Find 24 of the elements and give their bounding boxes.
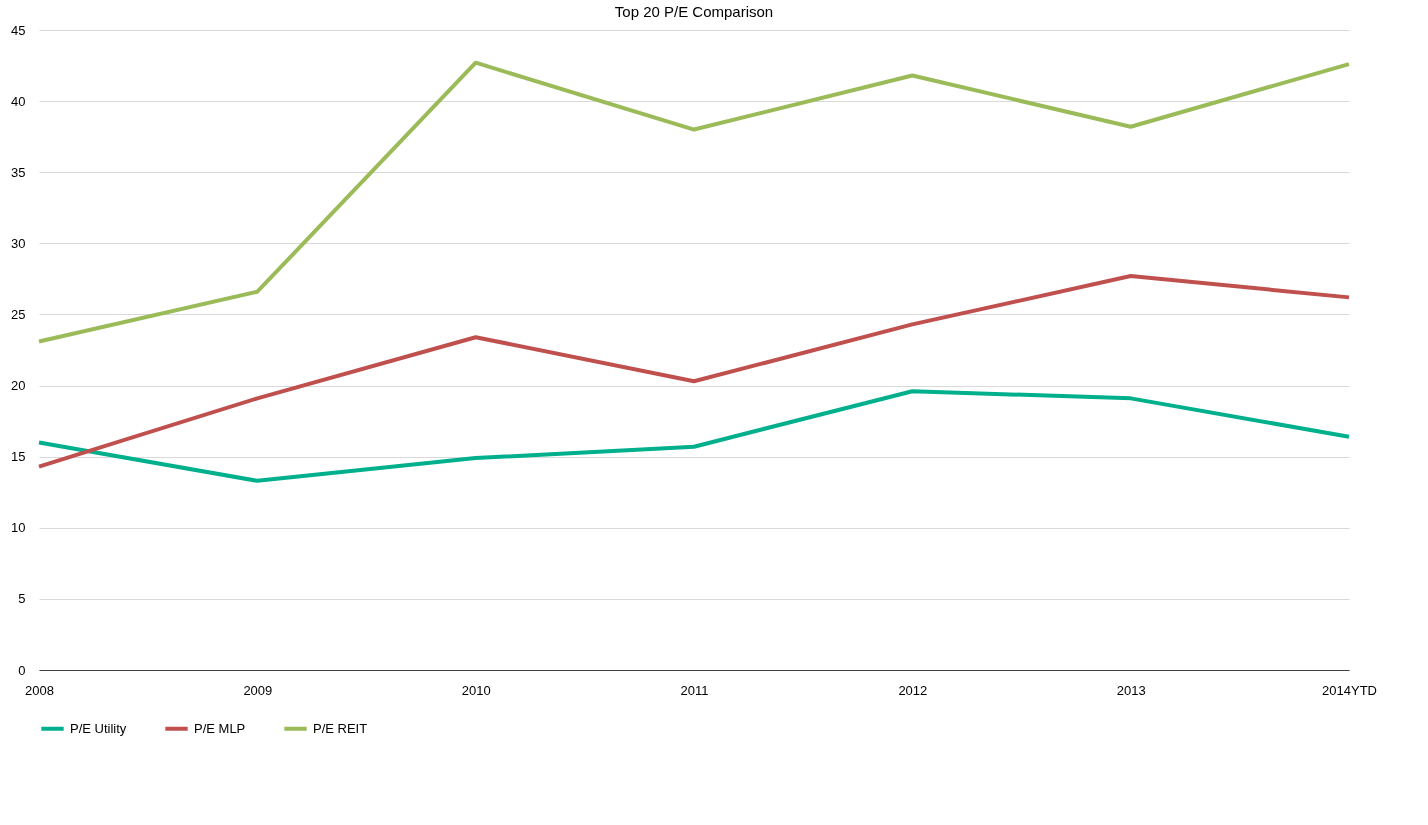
y-tick-label: 10 (11, 520, 26, 536)
y-tick-label: 25 (11, 306, 26, 322)
y-tick-label: 15 (11, 449, 26, 465)
x-tick-label: 2010 (461, 682, 491, 698)
line-series (37, 389, 1351, 483)
legend-label: P/E Utility (70, 720, 127, 736)
x-tick-label: 2008 (25, 682, 54, 698)
legend-label: P/E MLP (194, 720, 246, 736)
x-tick-label: 2011 (680, 682, 709, 698)
x-tick-label: 2014YTD (1322, 682, 1377, 698)
y-tick-label: 5 (18, 591, 26, 607)
y-tick-label: 30 (11, 235, 26, 251)
line-series (37, 274, 1351, 469)
legend-label: P/E REIT (313, 720, 368, 736)
y-tick-label: 45 (11, 22, 26, 38)
x-tick-label: 2012 (898, 682, 928, 698)
y-tick-label: 40 (11, 93, 26, 109)
y-tick-label: 0 (18, 662, 26, 678)
y-tick-label: 35 (11, 164, 26, 180)
chart-title: Top 20 P/E Comparison (614, 3, 774, 20)
line-series (37, 60, 1351, 344)
x-tick-label: 2013 (1116, 682, 1146, 698)
x-tick-label: 2009 (243, 682, 273, 698)
y-tick-label: 20 (11, 378, 26, 394)
